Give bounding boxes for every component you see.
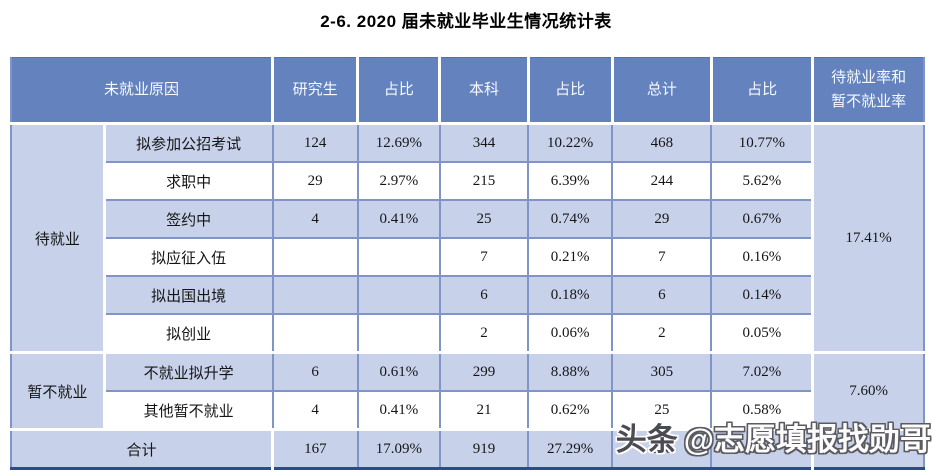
reason-cell: 拟创业 [104,314,274,354]
grad-pct-cell: 17.09% [357,429,441,470]
reason-cell: 拟参加公招考试 [104,123,274,163]
total-pct-cell: 0.58% [711,391,815,431]
total-count-cell: 29 [612,200,713,239]
undergrad-pct-cell: 0.62% [528,391,614,431]
reason-cell: 求职中 [104,162,274,201]
total-pct-cell: 7.02% [711,352,815,392]
table-row: 暂不就业 不就业拟升学 6 0.61% 299 8.88% 305 7.02% … [11,352,924,431]
undergrad-count-cell: 6 [439,276,530,315]
grad-pct-cell: 12.69% [357,123,441,163]
grad-count-cell: 29 [272,162,359,201]
page-title: 2-6. 2020 届未就业毕业生情况统计表 [320,12,612,31]
grad-count-cell [272,276,359,315]
undergrad-count-cell: 21 [439,391,530,431]
total-pct-cell: 0.16% [711,238,815,277]
header-rate-line1: 待就业率和 [831,70,907,86]
total-label-cell: 合计 [11,429,275,470]
grad-pct-cell [357,314,441,354]
table-row: 拟应征入伍 7 0.21% 7 0.16% [11,238,924,277]
grad-pct-cell: 0.41% [357,391,441,431]
grad-pct-cell: 0.41% [357,200,441,239]
undergrad-pct-cell: 6.39% [528,162,614,201]
table-row: 待就业 拟参加公招考试 124 12.69% 344 10.22% 468 10… [11,123,924,354]
total-pct-cell: 0.14% [711,276,815,315]
table-row: 拟创业 2 0.06% 2 0.05% [11,314,924,354]
undergrad-count-cell: 299 [439,352,530,392]
reason-cell: 拟应征入伍 [104,238,274,277]
grad-count-cell: 4 [272,391,359,431]
undergrad-pct-cell: 0.06% [528,314,614,354]
undergrad-pct-cell: 0.18% [528,276,614,315]
undergrad-count-cell: 919 [439,429,530,470]
header-grad-pct: 占比 [357,57,442,125]
total-pct-cell: 0.05% [711,314,815,354]
header-rate-line2: 暂不就业率 [831,94,907,110]
reason-cell: 不就业拟升学 [104,352,274,392]
undergrad-count-cell: 215 [439,162,530,201]
undergrad-count-cell: 2 [439,314,530,354]
total-count-cell: 25 [612,391,713,431]
group-rate-cell: 7.60% [812,352,924,431]
grad-pct-cell [357,238,441,277]
undergrad-pct-cell: 10.22% [528,123,614,163]
table-row: 其他暂不就业 4 0.41% 21 0.62% 25 0.58% [11,391,924,431]
grad-count-cell: 124 [272,123,359,163]
watermark: 头条 @志愿填报找勋哥 [616,424,931,455]
header-rate: 待就业率和 暂不就业率 [812,57,924,125]
undergrad-pct-cell: 0.74% [528,200,614,239]
total-count-cell: 7 [612,238,713,277]
statistics-table-wrapper: 未就业原因 研究生 占比 本科 占比 总计 占比 待就业率和 暂不就业率 待就业… [10,57,925,470]
grad-count-cell: 167 [272,429,359,470]
undergrad-count-cell: 7 [439,238,530,277]
header-undergrad-pct: 占比 [528,57,614,125]
total-count-cell: 244 [612,162,713,201]
header-grad: 研究生 [272,57,360,125]
total-pct-cell: 10.77% [711,123,815,163]
table-row: 拟出国出境 6 0.18% 6 0.14% [11,276,924,315]
grad-count-cell: 6 [272,352,359,392]
total-count-cell: 2 [612,314,713,354]
total-pct-cell: 0.67% [711,200,815,239]
table-row: 签约中 4 0.41% 25 0.74% 29 0.67% [11,200,924,239]
undergrad-pct-cell: 27.29% [528,429,614,470]
total-count-cell: 6 [612,276,713,315]
header-total-pct: 占比 [711,57,815,125]
undergrad-count-cell: 344 [439,123,530,163]
total-pct-cell: 5.62% [711,162,815,201]
grad-pct-cell: 0.61% [357,352,441,392]
grad-pct-cell [357,276,441,315]
table-row: 求职中 29 2.97% 215 6.39% 244 5.62% [11,162,924,201]
group-label-cell: 待就业 [11,123,106,354]
watermark-brand-logo: 头条 [615,422,678,457]
undergrad-pct-cell: 8.88% [528,352,614,392]
group-rate-cell: 17.41% [812,123,924,354]
total-count-cell: 468 [612,123,713,163]
statistics-table: 未就业原因 研究生 占比 本科 占比 总计 占比 待就业率和 暂不就业率 待就业… [10,57,925,470]
watermark-handle: @志愿填报找勋哥 [683,422,931,457]
header-total: 总计 [612,57,713,125]
reason-cell: 签约中 [104,200,274,239]
grad-count-cell: 4 [272,200,359,239]
undergrad-pct-cell: 0.21% [528,238,614,277]
reason-cell: 拟出国出境 [104,276,274,315]
header-row: 未就业原因 研究生 占比 本科 占比 总计 占比 待就业率和 暂不就业率 [11,57,924,125]
reason-cell: 其他暂不就业 [104,391,274,431]
undergrad-count-cell: 25 [439,200,530,239]
group-label-cell: 暂不就业 [11,352,106,431]
grad-count-cell [272,238,359,277]
grad-pct-cell: 2.97% [357,162,441,201]
total-count-cell: 305 [612,352,713,392]
grad-count-cell [272,314,359,354]
header-reason: 未就业原因 [11,57,275,125]
header-undergrad: 本科 [439,57,530,125]
